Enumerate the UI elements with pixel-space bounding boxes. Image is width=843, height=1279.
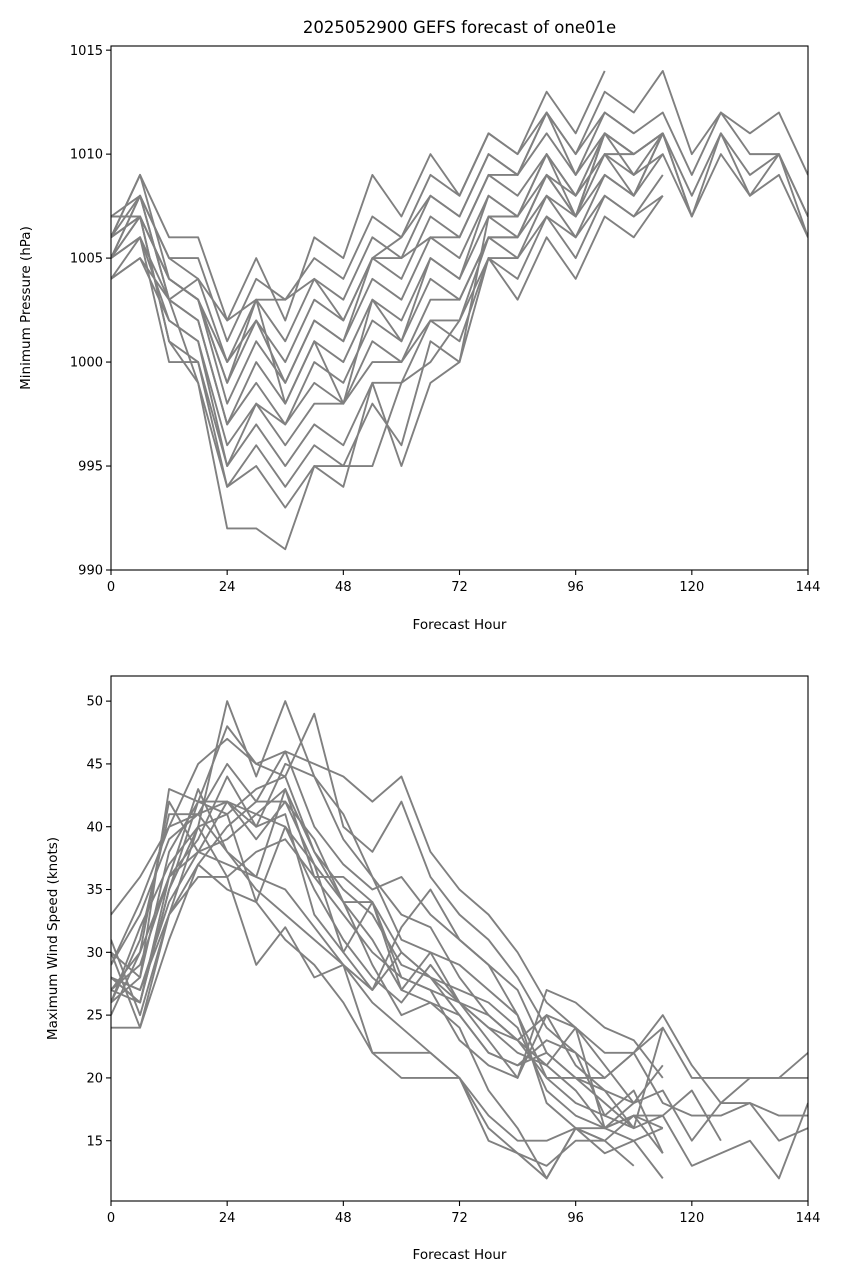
chart-0-series-group — [111, 69, 808, 551]
chart-0-y-tick-label: 1015 — [70, 44, 103, 59]
chart-1-x-tick-label: 144 — [796, 1211, 821, 1226]
chart-1-x-axis-label: Forecast Hour — [413, 1247, 507, 1263]
chart-1-series-line-13 — [111, 863, 664, 1167]
chart-0-y-tick-label: 990 — [78, 564, 103, 579]
chart-1-x-tick-label: 0 — [107, 1211, 115, 1226]
chart-1-x-tick-label: 120 — [679, 1211, 704, 1226]
chart-1-y-tick-label: 40 — [86, 820, 103, 835]
chart-1-series-line-0 — [111, 700, 808, 1104]
chart-1-x-tick-label: 96 — [567, 1211, 584, 1226]
chart-1-y-tick-label: 45 — [86, 758, 103, 773]
chart-0-series-line-1 — [111, 69, 808, 343]
wind-panel: 0 24 48 72 96 120 144 15 20 25 30 35 40 45 50 Forecast … — [45, 675, 821, 1263]
chart-1-series-line-9 — [111, 813, 664, 1104]
chart-0-y-tick-label: 995 — [78, 460, 103, 475]
chart-0-x-tick-label: 0 — [107, 580, 115, 595]
chart-0-title: 2025052900 GEFS forecast of one01e — [303, 18, 616, 37]
chart-0-x-tick-label: 120 — [679, 580, 704, 595]
chart-1-y-tick-label: 25 — [86, 1009, 103, 1024]
chart-1-y-axis-label: Maximum Wind Speed (knots) — [45, 837, 61, 1040]
chart-1-series-group — [111, 700, 808, 1180]
chart-0-y-tick-label: 1005 — [70, 252, 103, 267]
chart-1-series-line-6 — [111, 788, 664, 1179]
chart-0-x-tick-label: 24 — [219, 580, 236, 595]
chart-0-x-tick-label: 144 — [796, 580, 821, 595]
chart-1-series-line-14 — [111, 825, 664, 1180]
chart-0-series-line-0 — [111, 70, 606, 322]
chart-1-series-line-11 — [111, 800, 664, 1154]
chart-0-y-axis-label: Minimum Pressure (hPa) — [18, 226, 34, 390]
chart-0-series-line-7 — [111, 153, 664, 447]
chart-0-x-axis-label: Forecast Hour — [413, 617, 507, 633]
chart-0-series-line-15 — [111, 132, 664, 405]
chart-1-x-tick-label: 24 — [219, 1211, 236, 1226]
chart-0-series-line-14 — [111, 111, 635, 322]
chart-1-y-tick-label: 20 — [86, 1072, 103, 1087]
chart-1-y-tick-label: 15 — [86, 1134, 103, 1149]
chart-0-y-tick-label: 1010 — [70, 148, 103, 163]
chart-1-series-line-4 — [111, 762, 808, 1180]
chart-0-series-line-13 — [111, 111, 664, 384]
chart-1-y-tick-label: 30 — [86, 946, 103, 961]
chart-1-y-tick-label: 35 — [86, 883, 103, 898]
chart-0-x-tick-label: 48 — [335, 580, 352, 595]
chart-0-x-tick-label: 72 — [451, 580, 468, 595]
chart-1-series-line-17 — [111, 788, 664, 1130]
chart-1-series-line-7 — [111, 800, 664, 1154]
chart-0-y-tick-label: 1000 — [70, 356, 103, 371]
chart-1-series-line-1 — [111, 737, 808, 1079]
chart-0-series-line-8 — [111, 174, 664, 467]
chart-1-series-line-12 — [111, 813, 635, 1167]
chart-1-x-tick-label: 72 — [451, 1211, 468, 1226]
chart-0-series-line-10 — [111, 195, 664, 488]
chart-1-series-line-2 — [111, 712, 808, 1117]
chart-1-series-line-15 — [111, 788, 606, 1180]
chart-1-x-tick-label: 48 — [335, 1211, 352, 1226]
chart-1-y-tick-label: 50 — [86, 695, 103, 710]
chart-0-series-line-12 — [111, 132, 664, 509]
pressure-panel: 2025052900 GEFS forecast of one01e 0 24 48 7… — [18, 18, 820, 633]
chart-0-x-tick-label: 96 — [567, 580, 584, 595]
